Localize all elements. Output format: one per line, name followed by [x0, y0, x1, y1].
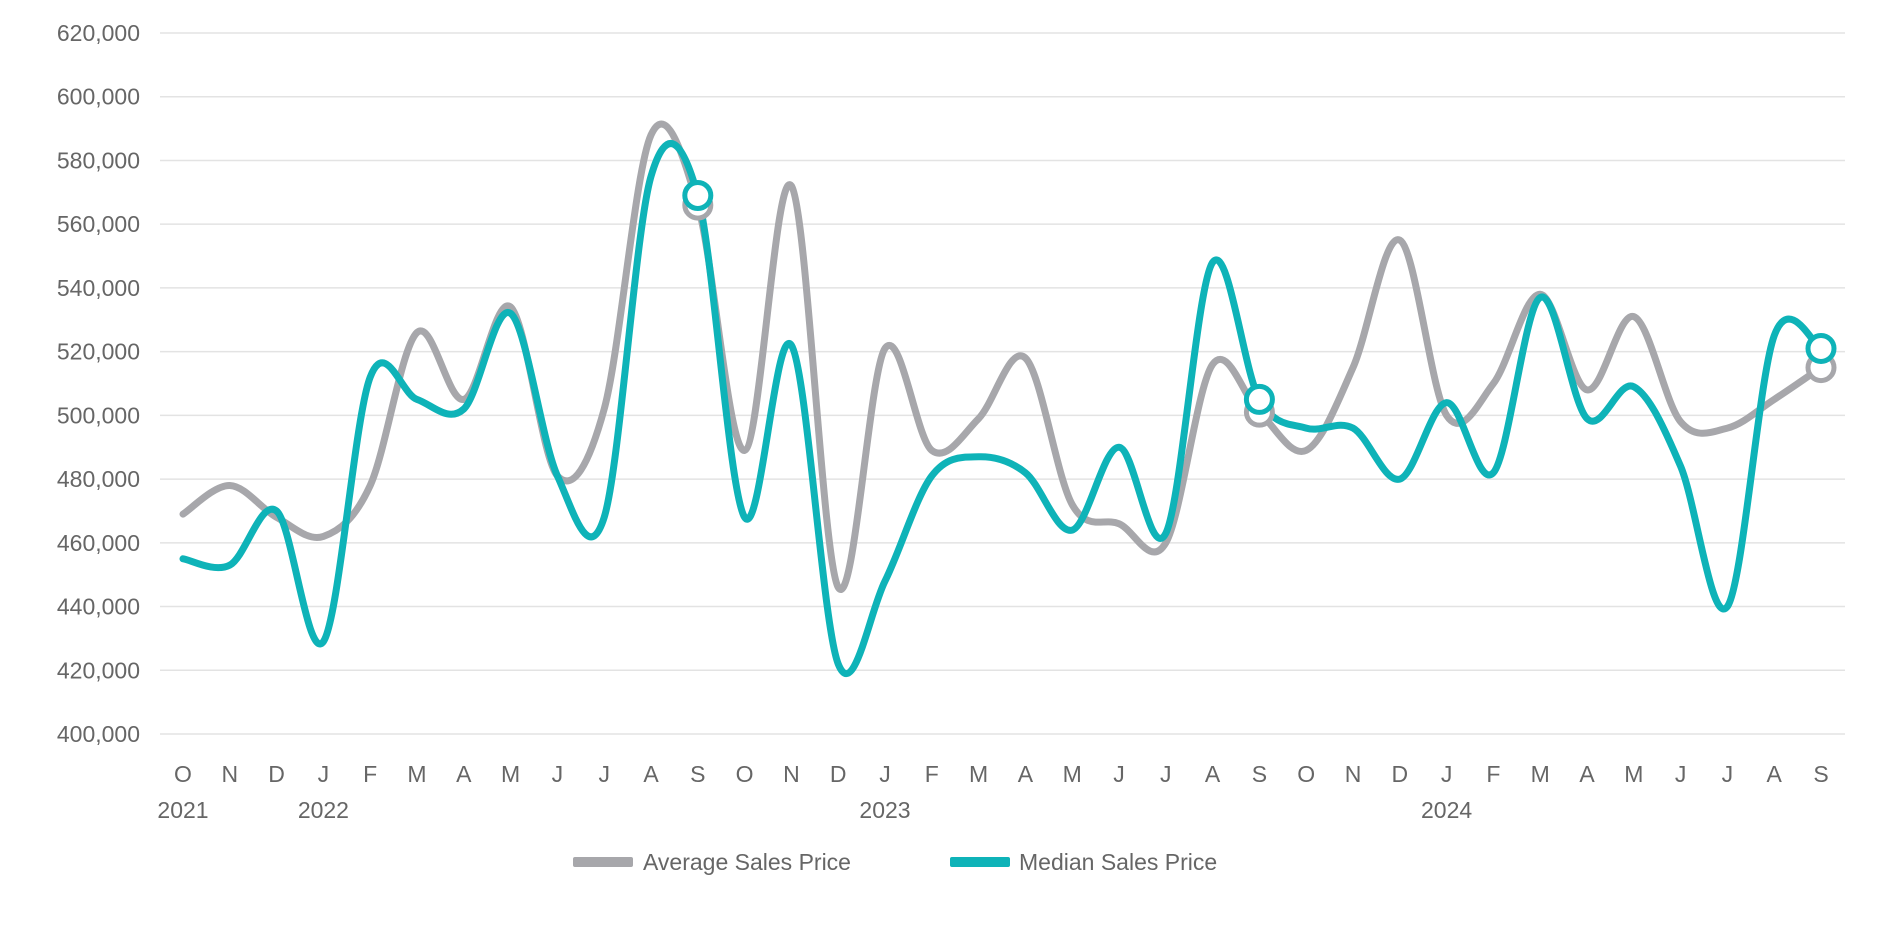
median-sales-price-line [179, 140, 1825, 677]
x-tick-label: D [1391, 761, 1408, 787]
highlight-markers [682, 180, 1837, 428]
legend: Average Sales Price Median Sales Price [573, 849, 1217, 875]
year-label: 2023 [859, 797, 910, 823]
y-tick-label: 520,000 [57, 339, 140, 365]
x-tick-label: M [1063, 761, 1082, 787]
x-tick-label: A [456, 761, 472, 787]
y-tick-label: 600,000 [57, 84, 140, 110]
x-tick-label: N [1345, 761, 1362, 787]
legend-swatch-average-sales-price [573, 857, 633, 867]
y-tick-label: 500,000 [57, 402, 140, 428]
year-label: 2024 [1421, 797, 1472, 823]
x-tick-label: D [830, 761, 847, 787]
y-tick-label: 560,000 [57, 211, 140, 237]
x-tick-label: M [1531, 761, 1550, 787]
x-tick-label: F [363, 761, 377, 787]
x-tick-label: S [1252, 761, 1267, 787]
y-tick-label: 400,000 [57, 721, 140, 747]
median-sales-price-marker [682, 180, 714, 212]
x-tick-label: M [969, 761, 988, 787]
x-tick-label: M [407, 761, 426, 787]
x-tick-label: J [1160, 761, 1172, 787]
x-tick-label: F [925, 761, 939, 787]
y-tick-label: 580,000 [57, 147, 140, 173]
x-tick-label: N [783, 761, 800, 787]
year-label: 2022 [298, 797, 349, 823]
y-tick-label: 440,000 [57, 594, 140, 620]
x-tick-label: J [1113, 761, 1125, 787]
x-tick-label: J [1441, 761, 1453, 787]
y-axis-ticks: 400,000 420,000 440,000 460,000 480,000 500,0… [57, 20, 140, 747]
x-tick-label: S [690, 761, 705, 787]
x-tick-label: J [318, 761, 330, 787]
legend-label-average-sales-price: Average Sales Price [643, 849, 851, 875]
x-tick-label: M [1624, 761, 1643, 787]
y-tick-label: 620,000 [57, 20, 140, 46]
x-tick-label: S [1813, 761, 1828, 787]
year-label: 2021 [157, 797, 208, 823]
legend-swatch-median-sales-price [950, 857, 1010, 867]
x-tick-label: O [1297, 761, 1315, 787]
average-sales-price-line [179, 120, 1825, 593]
x-tick-label: D [268, 761, 285, 787]
x-tick-label: F [1486, 761, 1500, 787]
y-tick-label: 540,000 [57, 275, 140, 301]
legend-label-median-sales-price: Median Sales Price [1019, 849, 1217, 875]
y-tick-label: 460,000 [57, 530, 140, 556]
x-tick-label: J [1722, 761, 1734, 787]
x-tick-label: N [221, 761, 238, 787]
x-axis-ticks: O N D J F M A M J J A S O N D J F M A M J J A S O N D J F M A M J J A S 2021… [157, 761, 1828, 823]
x-tick-label: O [174, 761, 192, 787]
x-tick-label: O [736, 761, 754, 787]
y-tick-label: 420,000 [57, 657, 140, 683]
series-lines [179, 120, 1825, 677]
x-tick-label: A [1018, 761, 1034, 787]
x-tick-label: J [1675, 761, 1687, 787]
median-sales-price-marker [1243, 383, 1275, 415]
x-tick-label: A [1767, 761, 1783, 787]
x-tick-label: A [1579, 761, 1595, 787]
y-tick-label: 480,000 [57, 466, 140, 492]
x-tick-label: M [501, 761, 520, 787]
x-tick-label: J [598, 761, 610, 787]
x-tick-label: J [552, 761, 564, 787]
median-sales-price-marker [1805, 332, 1837, 364]
x-tick-label: A [643, 761, 659, 787]
x-tick-label: J [879, 761, 891, 787]
x-tick-label: A [1205, 761, 1221, 787]
